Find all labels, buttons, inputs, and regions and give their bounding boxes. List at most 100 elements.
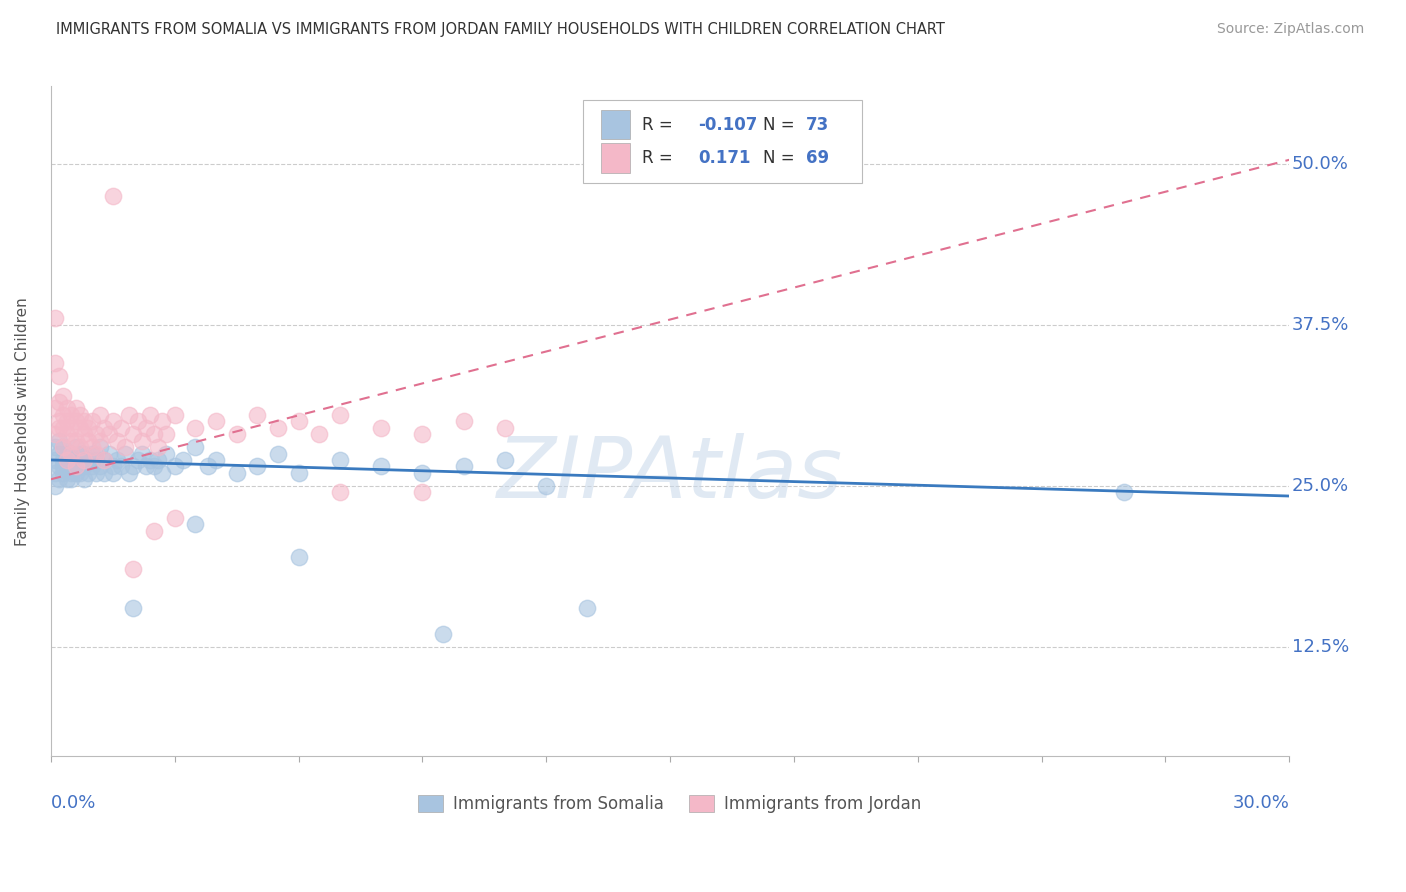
Text: IMMIGRANTS FROM SOMALIA VS IMMIGRANTS FROM JORDAN FAMILY HOUSEHOLDS WITH CHILDRE: IMMIGRANTS FROM SOMALIA VS IMMIGRANTS FR… bbox=[56, 22, 945, 37]
Point bbox=[146, 453, 169, 467]
Text: 37.5%: 37.5% bbox=[1292, 316, 1350, 334]
Point bbox=[127, 453, 149, 467]
Point bbox=[65, 434, 87, 448]
Point bbox=[48, 472, 70, 486]
Point bbox=[52, 408, 75, 422]
Point bbox=[453, 459, 475, 474]
Point bbox=[65, 453, 87, 467]
Text: Source: ZipAtlas.com: Source: ZipAtlas.com bbox=[1216, 22, 1364, 37]
Point bbox=[48, 414, 70, 428]
Point bbox=[127, 414, 149, 428]
Text: R =: R = bbox=[641, 116, 678, 134]
Legend: Immigrants from Somalia, Immigrants from Jordan: Immigrants from Somalia, Immigrants from… bbox=[411, 787, 929, 822]
Point bbox=[69, 446, 91, 460]
Point bbox=[82, 414, 104, 428]
Point bbox=[48, 446, 70, 460]
Point bbox=[52, 440, 75, 454]
Text: 0.171: 0.171 bbox=[699, 149, 751, 167]
Point bbox=[56, 459, 79, 474]
Point bbox=[287, 549, 309, 564]
Point bbox=[205, 414, 228, 428]
Point bbox=[135, 459, 157, 474]
Point bbox=[197, 459, 219, 474]
Point bbox=[82, 459, 104, 474]
Point bbox=[453, 414, 475, 428]
Point bbox=[48, 434, 70, 448]
Point bbox=[105, 453, 128, 467]
Point bbox=[65, 459, 87, 474]
Point bbox=[494, 421, 516, 435]
Point bbox=[576, 601, 599, 615]
Point bbox=[184, 421, 207, 435]
Point bbox=[52, 466, 75, 480]
Point bbox=[101, 414, 124, 428]
Point bbox=[494, 453, 516, 467]
Point bbox=[44, 311, 66, 326]
Point bbox=[287, 466, 309, 480]
Point bbox=[114, 440, 136, 454]
Point bbox=[139, 453, 162, 467]
Point bbox=[65, 414, 87, 428]
Point bbox=[44, 427, 66, 442]
Point bbox=[69, 408, 91, 422]
Point bbox=[246, 408, 269, 422]
Point bbox=[105, 434, 128, 448]
Point bbox=[411, 427, 433, 442]
Point bbox=[56, 453, 79, 467]
Point bbox=[89, 459, 111, 474]
Point bbox=[93, 466, 115, 480]
Point bbox=[60, 446, 83, 460]
Point bbox=[48, 395, 70, 409]
Point bbox=[163, 511, 186, 525]
Point bbox=[122, 562, 145, 576]
Point bbox=[52, 421, 75, 435]
Point bbox=[48, 369, 70, 384]
Text: N =: N = bbox=[763, 149, 800, 167]
Point bbox=[172, 453, 194, 467]
Point bbox=[150, 466, 173, 480]
Point bbox=[77, 453, 100, 467]
Text: 50.0%: 50.0% bbox=[1292, 154, 1348, 173]
Point bbox=[44, 479, 66, 493]
Point bbox=[82, 440, 104, 454]
Point bbox=[93, 421, 115, 435]
Point bbox=[77, 434, 100, 448]
Point bbox=[60, 453, 83, 467]
Point bbox=[135, 421, 157, 435]
Point bbox=[114, 446, 136, 460]
Point bbox=[225, 466, 247, 480]
Text: 25.0%: 25.0% bbox=[1292, 476, 1348, 495]
Point bbox=[122, 427, 145, 442]
Point bbox=[143, 524, 166, 538]
Point bbox=[77, 421, 100, 435]
Text: -0.107: -0.107 bbox=[699, 116, 758, 134]
Y-axis label: Family Households with Children: Family Households with Children bbox=[15, 297, 30, 546]
Point bbox=[122, 459, 145, 474]
Point bbox=[60, 421, 83, 435]
Point bbox=[69, 453, 91, 467]
Point bbox=[287, 414, 309, 428]
Point bbox=[110, 459, 132, 474]
Point bbox=[44, 401, 66, 416]
Point bbox=[139, 408, 162, 422]
Point bbox=[48, 459, 70, 474]
Point bbox=[73, 414, 96, 428]
Point bbox=[267, 446, 290, 460]
Point bbox=[84, 427, 107, 442]
FancyBboxPatch shape bbox=[583, 100, 862, 184]
Point bbox=[267, 421, 290, 435]
FancyBboxPatch shape bbox=[600, 144, 630, 173]
Text: 30.0%: 30.0% bbox=[1233, 794, 1289, 812]
Point bbox=[308, 427, 330, 442]
Point bbox=[97, 446, 120, 460]
Point bbox=[246, 459, 269, 474]
Point bbox=[69, 466, 91, 480]
Point bbox=[205, 453, 228, 467]
Point bbox=[69, 421, 91, 435]
Point bbox=[143, 427, 166, 442]
Point bbox=[110, 421, 132, 435]
Point bbox=[56, 401, 79, 416]
Point bbox=[60, 472, 83, 486]
Point bbox=[329, 408, 352, 422]
Point bbox=[65, 459, 87, 474]
